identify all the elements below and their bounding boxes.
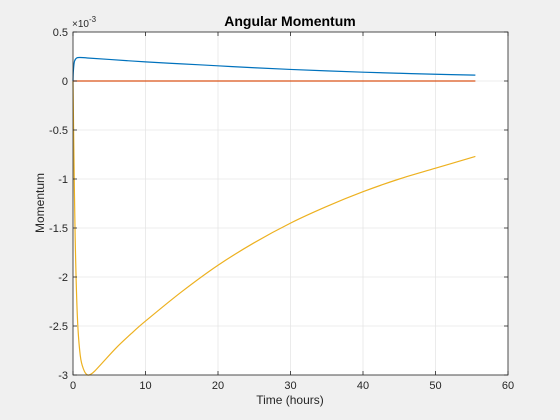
- x-tick-label: 40: [357, 380, 369, 392]
- series-line-1: [72, 56, 476, 82]
- x-tick-label: 0: [70, 380, 76, 392]
- exponent-power: -3: [89, 15, 97, 24]
- y-axis-label: Momentum: [33, 173, 47, 233]
- series-layer: [72, 56, 476, 376]
- y-tick-label: -1.5: [49, 223, 68, 235]
- y-tick-label: -2.5: [49, 321, 68, 333]
- y-tick-label: -3: [58, 370, 68, 382]
- exponent-base: ×10: [72, 19, 89, 30]
- x-tick-label: 30: [284, 380, 296, 392]
- x-tick-label: 60: [502, 380, 514, 392]
- ticks: 0 10 20 30 40 50 60 0.5 0 -0.5 -1 -1.5 -2 -2.5 -3: [49, 27, 514, 392]
- series-line-3: [72, 80, 476, 376]
- x-tick-label: 50: [429, 380, 441, 392]
- x-tick-label: 10: [139, 380, 151, 392]
- x-tick-label: 20: [212, 380, 224, 392]
- y-axis-exponent: ×10-3: [72, 15, 97, 30]
- chart-title: Angular Momentum: [224, 13, 355, 29]
- y-tick-label: 0.5: [53, 27, 68, 39]
- y-tick-label: -0.5: [49, 125, 68, 137]
- x-axis-label: Time (hours): [256, 393, 324, 407]
- y-tick-label: -1: [58, 174, 68, 186]
- y-tick-label: -2: [58, 272, 68, 284]
- y-tick-label: 0: [62, 76, 68, 88]
